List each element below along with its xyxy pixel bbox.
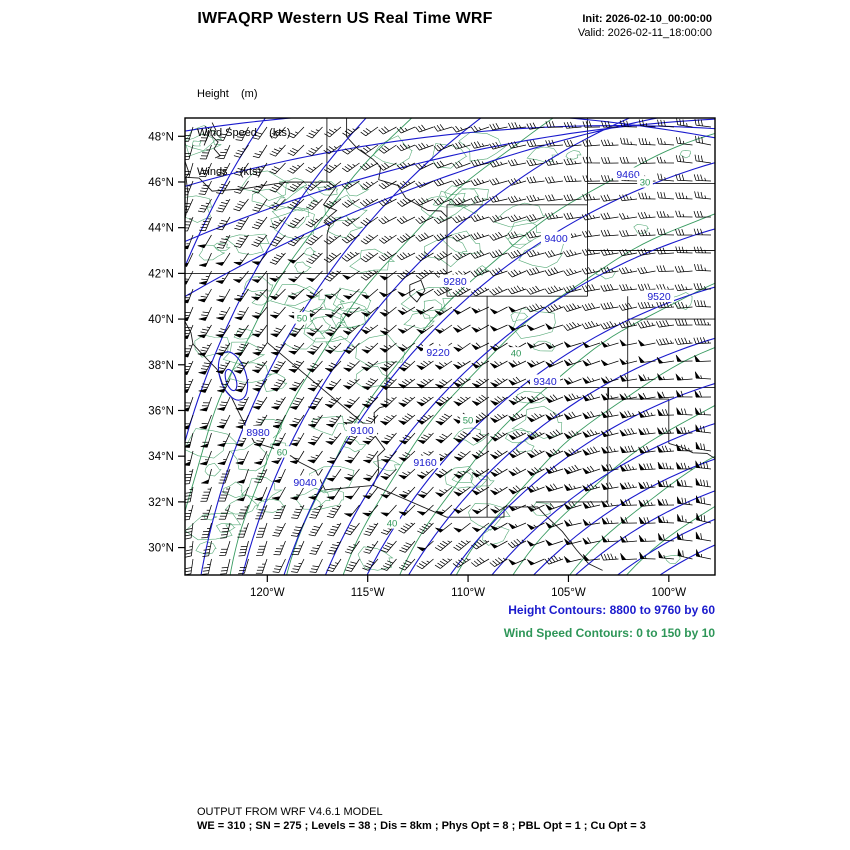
contour-label: 40 — [387, 518, 398, 529]
contour-label-bg — [346, 423, 378, 436]
contour-label: 9160 — [413, 457, 437, 469]
height-contour-caption: Height Contours: 8800 to 9760 by 60 — [508, 603, 715, 617]
model-run-info: Init: 2026-02-10_00:00:00 Valid: 2026-02… — [578, 12, 712, 40]
contour-label-bg — [384, 517, 400, 529]
contour-label-bg — [422, 345, 454, 358]
map-frame — [184, 117, 716, 576]
contour-label: 9100 — [350, 425, 374, 437]
contour-label: 9220 — [426, 347, 450, 359]
y-axis-tick-label: 44°N — [148, 223, 174, 235]
contour-label: 50 — [297, 313, 308, 324]
contour-label-bg — [460, 414, 476, 426]
wind-barbs — [185, 118, 712, 575]
y-axis-tick-label: 32°N — [148, 497, 174, 509]
contour-label-bg — [242, 425, 274, 438]
contour-label-bg — [294, 312, 310, 324]
model-output-line: OUTPUT FROM WRF V4.6.1 MODEL — [197, 806, 383, 818]
contour-label: 9340 — [533, 376, 557, 388]
model-config-line: WE = 310 ; SN = 275 ; Levels = 38 ; Dis … — [197, 820, 646, 832]
contour-label: 9400 — [544, 233, 568, 245]
contour-label: 30 — [640, 177, 651, 188]
contour-label-bg — [540, 231, 572, 244]
field-legend: Height (m) Wind Speed (kts) Winds (kts) — [197, 62, 291, 205]
init-time: Init: 2026-02-10_00:00:00 — [582, 13, 712, 25]
contour-label-bg — [508, 347, 524, 359]
x-axis-tick-label: 105°W — [551, 587, 586, 599]
x-axis-tick-label: 115°W — [351, 587, 385, 599]
y-axis-tick-label: 34°N — [148, 451, 174, 463]
y-axis-tick-label: 38°N — [148, 360, 174, 372]
contour-label: 9280 — [443, 276, 467, 288]
contour-label-bg — [643, 289, 675, 302]
contour-label-bg — [612, 167, 644, 180]
page-title: IWFAQRP Western US Real Time WRF — [197, 10, 493, 27]
contour-label-bg — [637, 176, 653, 188]
map-content: 8980 9040 9100 9160 9220 9280 9340 9400 9460 9520… — [185, 118, 715, 575]
contour-label: 9460 — [616, 169, 640, 181]
y-axis-tick-label: 30°N — [148, 543, 174, 555]
valid-time: Valid: 2026-02-11_18:00:00 — [577, 27, 712, 39]
legend-winds: Winds (kts) — [197, 166, 262, 178]
x-axis-tick-label: 120°W — [250, 587, 285, 599]
y-axis-tick-label: 48°N — [148, 131, 174, 143]
x-axis-tick-label: 100°W — [652, 587, 687, 599]
contour-label: 9040 — [293, 477, 317, 489]
legend-height: Height (m) — [197, 88, 258, 100]
contour-label-bg — [289, 475, 321, 488]
contour-label-bg — [409, 455, 441, 468]
closed-low-contour — [217, 351, 249, 401]
contour-label-bg — [274, 446, 290, 458]
y-axis-tick-label: 42°N — [148, 268, 174, 280]
wind-contour-caption: Wind Speed Contours: 0 to 150 by 10 — [503, 626, 715, 640]
contour-label-bg — [439, 274, 471, 287]
legend-windspeed: Wind Speed (kts) — [197, 127, 291, 139]
contour-label: 40 — [511, 348, 522, 359]
contour-label: 60 — [277, 447, 288, 458]
contour-label: 8980 — [246, 427, 270, 439]
y-axis-tick-label: 40°N — [148, 314, 174, 326]
y-axis-tick-label: 46°N — [148, 177, 174, 189]
x-axis-tick-label: 110°W — [451, 587, 485, 599]
contour-label: 9520 — [647, 291, 671, 303]
contour-label-bg — [529, 374, 561, 387]
contour-label: 50 — [463, 415, 474, 426]
y-axis-tick-label: 36°N — [148, 405, 174, 417]
